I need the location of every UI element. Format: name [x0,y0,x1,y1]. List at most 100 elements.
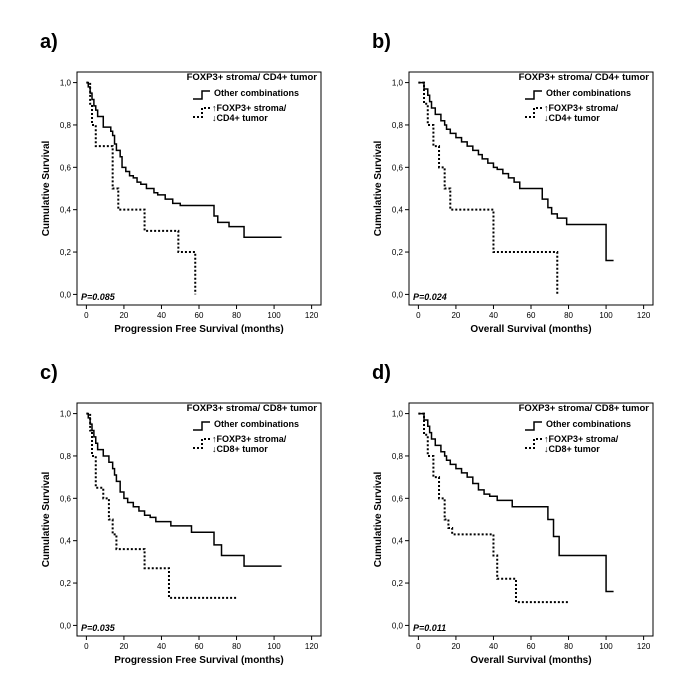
legend-title: FOXP3+ stroma/ CD8+ tumor [519,403,650,414]
x-tick-label: 0 [84,642,89,651]
x-tick-label: 60 [527,642,536,651]
legend-swatch-solid [525,90,542,100]
y-tick-label: 0,6 [392,494,404,503]
x-tick-label: 120 [305,311,319,320]
y-tick-label: 0,8 [392,452,404,461]
y-tick-label: 0,4 [392,206,404,215]
x-tick-label: 20 [119,311,128,320]
x-tick-label: 100 [599,642,613,651]
x-tick-label: 60 [527,311,536,320]
x-tick-label: 0 [416,311,421,320]
legend-title: FOXP3+ stroma/ CD4+ tumor [519,72,650,83]
km-curve-other [86,412,282,567]
legend-label-foxp3-line1: ↑FOXP3+ stroma/ [212,434,287,444]
legend-label-other: Other combinations [546,419,631,429]
km-curve-foxp3-high [86,412,237,599]
legend-label-other: Other combinations [214,88,299,98]
y-tick-label: 1,0 [60,410,72,419]
km-curve-other [418,412,614,593]
x-tick-label: 80 [564,311,573,320]
x-tick-label: 120 [637,311,651,320]
y-tick-label: 0,6 [392,163,404,172]
chart-panel-a: a) 0,0 0,2 0,4 0,6 0,8 1,0 0 20 40 60 80 100 120 Progr… [40,31,322,335]
legend-label-foxp3-line2: ↓CD8+ tumor [212,444,268,454]
legend-swatch-dashed [193,438,210,449]
legend-label-other: Other combinations [546,88,631,98]
y-tick-label: 0,0 [60,290,72,299]
x-axis-title: Overall Survival (months) [470,324,591,335]
legend-title: FOXP3+ stroma/ CD8+ tumor [187,403,318,414]
y-tick-label: 0,8 [60,121,72,130]
chart-panel-b: b) 0,0 0,2 0,4 0,6 0,8 1,0 0 20 40 60 80 100 120 Overa… [372,31,654,335]
y-tick-label: 0,6 [60,163,72,172]
x-axis-title: Progression Free Survival (months) [114,655,284,666]
legend-label-foxp3-line1: ↑FOXP3+ stroma/ [544,103,619,113]
km-curve-other [418,81,614,262]
y-tick-label: 0,0 [60,621,72,630]
km-curve-foxp3-high [418,81,559,295]
x-tick-label: 80 [564,642,573,651]
km-curve-foxp3-high [86,81,197,295]
km-curve-foxp3-high [418,412,569,604]
p-value: P=0.085 [81,292,116,302]
x-axis-title: Overall Survival (months) [470,655,591,666]
x-tick-label: 60 [195,311,204,320]
y-tick-label: 0,4 [60,206,72,215]
x-tick-label: 120 [637,642,651,651]
p-value: P=0.035 [81,623,116,633]
km-curve-other [86,81,282,238]
p-value: P=0.011 [413,623,446,633]
x-tick-label: 100 [267,642,281,651]
y-tick-label: 0,4 [392,537,404,546]
x-tick-label: 0 [416,642,421,651]
y-tick-label: 1,0 [392,410,404,419]
x-tick-label: 20 [451,311,460,320]
panel-label: b) [372,31,391,53]
legend-label-foxp3-line1: ↑FOXP3+ stroma/ [544,434,619,444]
x-tick-label: 80 [232,311,241,320]
x-tick-label: 80 [232,642,241,651]
legend-swatch-dashed [193,107,210,118]
y-axis-title: Cumulative Survival [41,471,52,567]
legend-label-foxp3-line1: ↑FOXP3+ stroma/ [212,103,287,113]
legend-swatch-dashed [525,438,542,449]
x-tick-label: 120 [305,642,319,651]
x-tick-label: 20 [451,642,460,651]
y-tick-label: 0,8 [60,452,72,461]
chart-panel-d: d) 0,0 0,2 0,4 0,6 0,8 1,0 0 20 40 60 80 100 120 Overa… [372,362,654,666]
y-tick-label: 0,2 [392,579,404,588]
y-tick-label: 0,4 [60,537,72,546]
x-tick-label: 40 [489,311,498,320]
x-tick-label: 40 [489,642,498,651]
legend-label-other: Other combinations [214,419,299,429]
y-tick-label: 0,6 [60,494,72,503]
panel-label: a) [40,31,58,53]
y-axis-title: Cumulative Survival [373,140,384,236]
y-tick-label: 0,2 [60,248,72,257]
y-tick-label: 0,8 [392,121,404,130]
y-tick-label: 0,2 [392,248,404,257]
x-axis-title: Progression Free Survival (months) [114,324,284,335]
x-tick-label: 40 [157,642,166,651]
legend-swatch-solid [193,421,210,431]
legend-label-foxp3-line2: ↓CD4+ tumor [212,113,268,123]
y-tick-label: 0,2 [60,579,72,588]
y-tick-label: 1,0 [60,79,72,88]
y-axis-title: Cumulative Survival [41,140,52,236]
legend-swatch-dashed [525,107,542,118]
y-tick-label: 0,0 [392,621,404,630]
legend-label-foxp3-line2: ↓CD4+ tumor [544,113,600,123]
chart-panel-c: c) 0,0 0,2 0,4 0,6 0,8 1,0 0 20 40 60 80 100 120 Progr… [40,362,322,666]
y-tick-label: 0,0 [392,290,404,299]
legend-swatch-solid [525,421,542,431]
p-value: P=0.024 [413,292,447,302]
x-tick-label: 40 [157,311,166,320]
legend-label-foxp3-line2: ↓CD8+ tumor [544,444,600,454]
panel-label: d) [372,362,391,384]
x-tick-label: 0 [84,311,89,320]
legend-title: FOXP3+ stroma/ CD4+ tumor [187,72,318,83]
x-tick-label: 60 [195,642,204,651]
legend-swatch-solid [193,90,210,100]
y-axis-title: Cumulative Survival [373,471,384,567]
